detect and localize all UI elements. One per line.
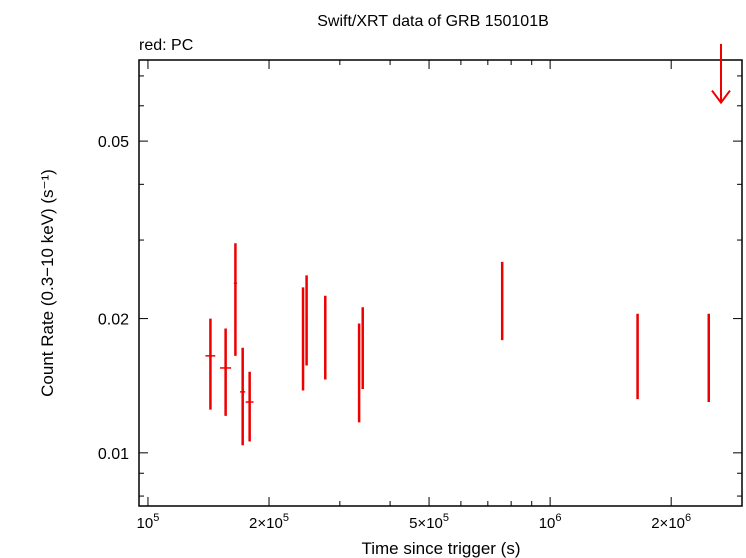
- y-tick-label: 0.05: [98, 134, 129, 151]
- upper-limit-arrow: [711, 43, 731, 105]
- y-axis-label: Count Rate (0.3−10 keV) (s⁻¹): [38, 169, 57, 397]
- data-point: [500, 261, 504, 341]
- data-point: [219, 328, 232, 416]
- plot-frame: [138, 59, 743, 507]
- data-point: [324, 295, 327, 380]
- data-point: [245, 371, 254, 442]
- x-axis-label: Time since trigger (s): [361, 539, 520, 558]
- chart-title: Swift/XRT data of GRB 150101B: [317, 13, 549, 30]
- data-point: [301, 287, 305, 391]
- data-point: [361, 307, 364, 390]
- chart-subtitle: red: PC: [139, 37, 193, 54]
- data-point: [240, 347, 246, 446]
- data-point: [707, 313, 711, 403]
- x-tick-label: 2×105: [249, 512, 289, 532]
- x-tick-label: 5×105: [409, 512, 449, 532]
- data-points: [205, 43, 731, 446]
- x-tick-label: 2×106: [651, 512, 691, 532]
- data-point: [205, 318, 216, 410]
- axes: 105 2×105 5×105 106 2×106 0.01 0.02 0.05: [98, 60, 743, 532]
- data-point: [357, 323, 361, 423]
- data-point: [305, 275, 308, 366]
- x-tick-label: 105: [137, 512, 160, 532]
- data-point: [233, 243, 238, 356]
- y-tick-label: 0.02: [98, 312, 129, 329]
- data-point: [636, 313, 639, 400]
- y-tick-label: 0.01: [98, 446, 129, 463]
- upper-limit-head: [711, 89, 731, 105]
- x-tick-label: 106: [539, 512, 562, 532]
